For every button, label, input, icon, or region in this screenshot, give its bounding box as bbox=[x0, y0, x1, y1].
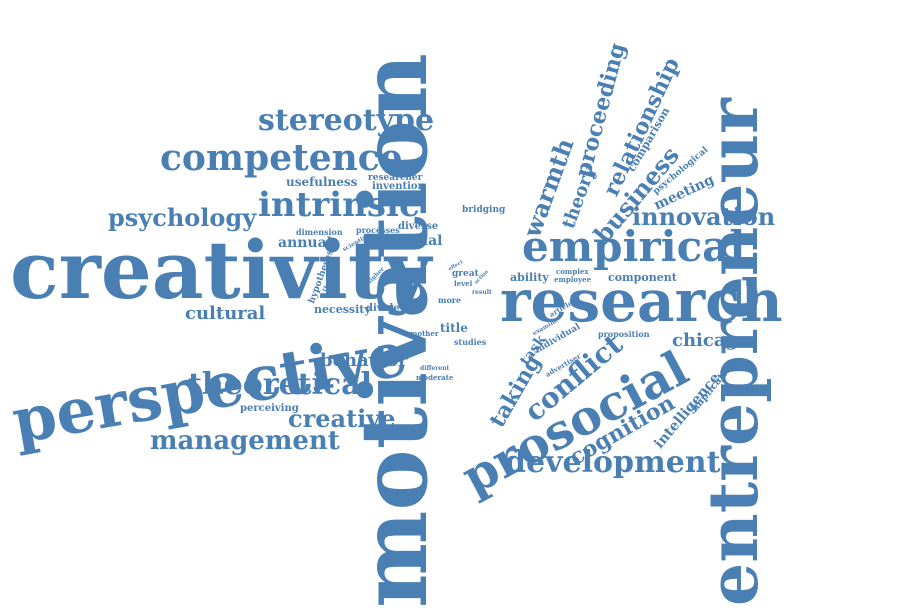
word-empirical: empirical bbox=[522, 222, 746, 271]
word-moderate: moderate bbox=[416, 373, 454, 382]
word-component: component bbox=[608, 271, 677, 284]
word-perceiving: perceiving bbox=[240, 403, 299, 414]
word-result: result bbox=[472, 289, 492, 296]
word-employee: employee bbox=[554, 275, 592, 284]
word-bridging: bridging bbox=[462, 205, 506, 215]
word-ability: ability bbox=[510, 271, 549, 284]
word-more: more bbox=[438, 295, 462, 305]
word-mother: mother bbox=[410, 329, 439, 338]
word-researcher: researcher bbox=[368, 173, 423, 183]
word-behavior: behavior bbox=[320, 350, 408, 371]
word-diverse: diverse bbox=[398, 221, 439, 232]
word-development: development bbox=[505, 445, 721, 480]
word-social: social bbox=[397, 233, 443, 249]
word-psychology: psychology bbox=[108, 203, 257, 232]
word-title: title bbox=[440, 321, 468, 335]
word-cultural: cultural bbox=[185, 303, 266, 324]
word-different: different bbox=[420, 365, 450, 372]
word-dimension: dimension bbox=[296, 227, 343, 237]
word-necessity: necessity bbox=[314, 303, 371, 316]
word-theoretical: theoretical bbox=[188, 367, 373, 402]
word-complex: complex bbox=[556, 267, 589, 276]
word-invention: invention bbox=[372, 181, 425, 192]
word-innovation: innovation bbox=[632, 202, 776, 231]
word-level: level bbox=[454, 279, 473, 288]
word-stereotype: stereotype bbox=[258, 103, 435, 138]
word-competence: competence bbox=[160, 137, 403, 179]
word-research: research bbox=[500, 267, 783, 335]
word-management: management bbox=[150, 426, 340, 456]
word-chicago: chicago bbox=[672, 330, 751, 351]
word-divide: divide bbox=[366, 303, 400, 314]
word-intrinsic: intrinsic bbox=[258, 185, 420, 225]
word-creative: creative bbox=[288, 404, 396, 433]
word-usefulness: usefulness bbox=[286, 175, 358, 189]
word-proposition: proposition bbox=[598, 329, 650, 339]
word-annual: annual bbox=[278, 235, 332, 251]
word-creativity: creativity bbox=[10, 223, 432, 317]
word-great: great bbox=[452, 269, 479, 279]
word-processes: processes bbox=[356, 225, 400, 235]
word-studies: studies bbox=[454, 337, 487, 347]
